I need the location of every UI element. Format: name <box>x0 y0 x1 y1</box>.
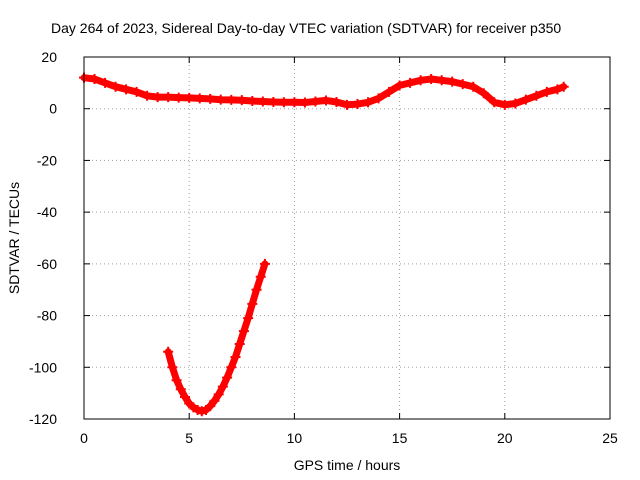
x-tick-label: 20 <box>497 430 513 446</box>
data-point <box>142 90 153 101</box>
data-point <box>457 79 468 90</box>
data-point <box>152 92 163 103</box>
data-point <box>226 94 237 105</box>
data-point <box>255 271 266 282</box>
data-point <box>205 401 216 412</box>
y-tick-label: -120 <box>29 411 57 427</box>
y-tick-label: -40 <box>37 204 57 220</box>
data-point <box>447 76 458 87</box>
y-tick-label: -80 <box>37 308 57 324</box>
x-tick-label: 25 <box>602 430 618 446</box>
data-point <box>289 97 300 108</box>
data-point <box>499 99 510 110</box>
data-point <box>217 381 228 392</box>
data-point <box>299 97 310 108</box>
data-point <box>175 384 186 395</box>
data-point <box>100 77 111 88</box>
data-point <box>171 375 182 386</box>
data-series <box>79 72 569 417</box>
data-point <box>405 77 416 88</box>
data-point <box>363 97 374 108</box>
x-tick-label: 10 <box>287 430 303 446</box>
x-axis-tick-labels: 0 5 10 15 20 25 <box>80 430 618 446</box>
plot-area-frame <box>83 56 611 420</box>
data-point <box>247 95 258 106</box>
data-point <box>131 86 142 97</box>
data-point <box>558 81 569 92</box>
data-point <box>384 86 395 97</box>
y-axis-tick-labels: 20 0 -20 -40 -60 -80 -100 -120 <box>29 49 57 427</box>
grid-lines <box>84 57 610 419</box>
data-point <box>541 86 552 97</box>
data-point <box>373 93 384 104</box>
data-point <box>209 395 220 406</box>
data-point <box>251 284 262 295</box>
data-point <box>194 93 205 104</box>
y-tick-label: -60 <box>37 256 57 272</box>
data-point <box>531 90 542 101</box>
data-point <box>320 95 331 106</box>
data-point <box>552 84 563 95</box>
data-point <box>110 81 121 92</box>
data-point <box>205 93 216 104</box>
data-point <box>184 92 195 103</box>
data-point <box>163 92 174 103</box>
data-point <box>342 99 352 110</box>
data-point <box>520 94 531 105</box>
data-point <box>230 351 241 362</box>
x-axis-label: GPS time / hours <box>294 457 401 473</box>
x-tick-label: 0 <box>80 430 88 446</box>
y-tick-label: -20 <box>37 152 57 168</box>
data-point <box>163 346 174 357</box>
data-point <box>489 97 500 108</box>
data-point <box>89 73 100 84</box>
data-point <box>394 80 405 91</box>
data-point <box>478 88 489 99</box>
data-point <box>121 84 132 95</box>
data-point <box>278 97 289 108</box>
data-point <box>510 98 521 109</box>
data-point <box>426 73 437 84</box>
data-point <box>436 75 447 86</box>
data-point <box>259 258 270 269</box>
data-point <box>243 313 254 324</box>
data-point <box>236 95 247 106</box>
axis-ticks <box>83 56 611 420</box>
data-point <box>352 99 363 110</box>
data-point <box>268 96 279 107</box>
y-tick-label: 20 <box>41 49 57 65</box>
data-point <box>173 92 184 103</box>
data-point <box>331 96 342 107</box>
data-point <box>215 94 226 105</box>
y-axis-label: SDTVAR / TECUs <box>6 182 22 294</box>
data-point <box>226 362 237 373</box>
data-point <box>179 392 190 403</box>
data-point <box>222 372 233 383</box>
data-point <box>415 75 426 86</box>
chart-title: Day 264 of 2023, Sidereal Day-to-day VTE… <box>51 20 561 36</box>
x-tick-label: 5 <box>185 430 193 446</box>
data-point <box>310 96 321 107</box>
x-tick-label: 15 <box>392 430 408 446</box>
series-group <box>79 72 569 110</box>
data-point <box>234 339 245 350</box>
series-group <box>163 258 270 417</box>
y-tick-label: -100 <box>29 359 57 375</box>
y-tick-label: 0 <box>49 101 57 117</box>
data-point <box>213 389 224 400</box>
data-point <box>247 298 258 309</box>
data-point <box>468 81 479 92</box>
data-point <box>167 362 178 373</box>
data-point <box>257 96 268 107</box>
data-point <box>238 326 249 337</box>
